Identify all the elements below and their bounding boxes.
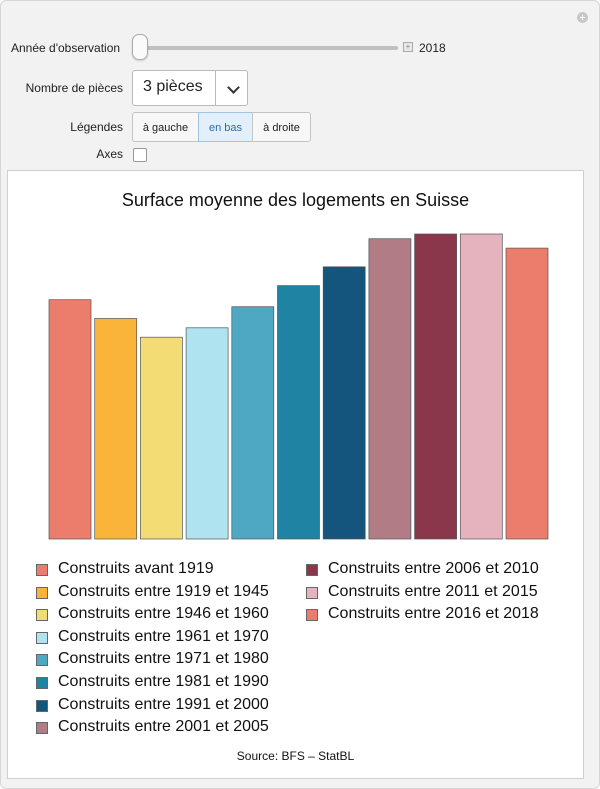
rooms-dropdown-value: 3 pièces bbox=[143, 78, 203, 95]
legend-label: Construits entre 2016 et 2018 bbox=[328, 605, 539, 623]
bar-8 bbox=[368, 238, 412, 540]
legend-option-left[interactable]: à gauche bbox=[132, 112, 199, 142]
axes-label: Axes bbox=[96, 147, 123, 161]
add-icon[interactable] bbox=[577, 12, 588, 23]
rooms-label: Nombre de pièces bbox=[25, 81, 123, 95]
legend-option-right[interactable]: à droite bbox=[252, 112, 311, 142]
legend-label: Construits entre 2001 et 2005 bbox=[58, 718, 269, 736]
chart-title: Surface moyenne des logements en Suisse bbox=[121, 190, 470, 210]
legend-label: Légendes bbox=[70, 120, 123, 134]
legend-label: Construits entre 1946 et 1960 bbox=[58, 605, 269, 623]
legend-swatch bbox=[36, 586, 48, 599]
bar-3 bbox=[140, 336, 183, 540]
bar-6 bbox=[277, 285, 320, 540]
chevron-down-icon bbox=[227, 81, 240, 94]
legend-option-bottom[interactable]: en bas bbox=[198, 112, 253, 142]
year-label: Année d'observation bbox=[11, 41, 121, 55]
legend-swatch bbox=[306, 564, 318, 576]
bar-11 bbox=[505, 247, 549, 540]
bar-4 bbox=[185, 327, 229, 540]
rooms-dropdown[interactable]: 3 pièces bbox=[132, 70, 248, 106]
legend-swatch bbox=[36, 631, 48, 644]
legend-swatch bbox=[36, 564, 48, 576]
chart-source: Source: BFS – StatBL bbox=[236, 749, 355, 763]
legend-swatch bbox=[306, 586, 318, 599]
bar-1 bbox=[48, 299, 92, 540]
legend-swatch bbox=[36, 654, 48, 667]
legend-label: Construits entre 1961 et 1970 bbox=[58, 627, 269, 645]
expand-icon[interactable]: + bbox=[403, 42, 413, 52]
bar-5 bbox=[231, 306, 275, 540]
legend-label: Construits entre 2006 et 2010 bbox=[328, 560, 539, 577]
legend-swatch bbox=[36, 677, 48, 689]
year-slider-thumb[interactable] bbox=[132, 34, 148, 60]
bar-9 bbox=[414, 233, 457, 540]
bar-2 bbox=[94, 318, 138, 540]
legend-swatch bbox=[36, 609, 48, 622]
year-slider-track[interactable] bbox=[140, 46, 398, 50]
legend-label: Construits entre 1981 et 1990 bbox=[58, 673, 269, 690]
chart-area: Surface moyenne des logements en Suisse … bbox=[7, 170, 584, 779]
legend-label: Construits avant 1919 bbox=[58, 560, 214, 577]
legend-swatch bbox=[306, 609, 318, 622]
dropdown-divider bbox=[215, 71, 216, 105]
axes-checkbox[interactable] bbox=[133, 148, 147, 162]
bar-7 bbox=[322, 266, 366, 540]
legend-label: Construits entre 2011 et 2015 bbox=[328, 582, 538, 600]
bar-chart bbox=[48, 233, 549, 540]
legend-swatch bbox=[36, 699, 48, 712]
legend-label: Construits entre 1991 et 2000 bbox=[58, 695, 269, 713]
legend-label: Construits entre 1971 et 1980 bbox=[58, 650, 269, 668]
legend-label: Construits entre 1919 et 1945 bbox=[58, 582, 269, 600]
year-value: 2018 bbox=[419, 41, 446, 55]
bar-10 bbox=[459, 233, 503, 540]
legend-swatch bbox=[36, 722, 48, 735]
